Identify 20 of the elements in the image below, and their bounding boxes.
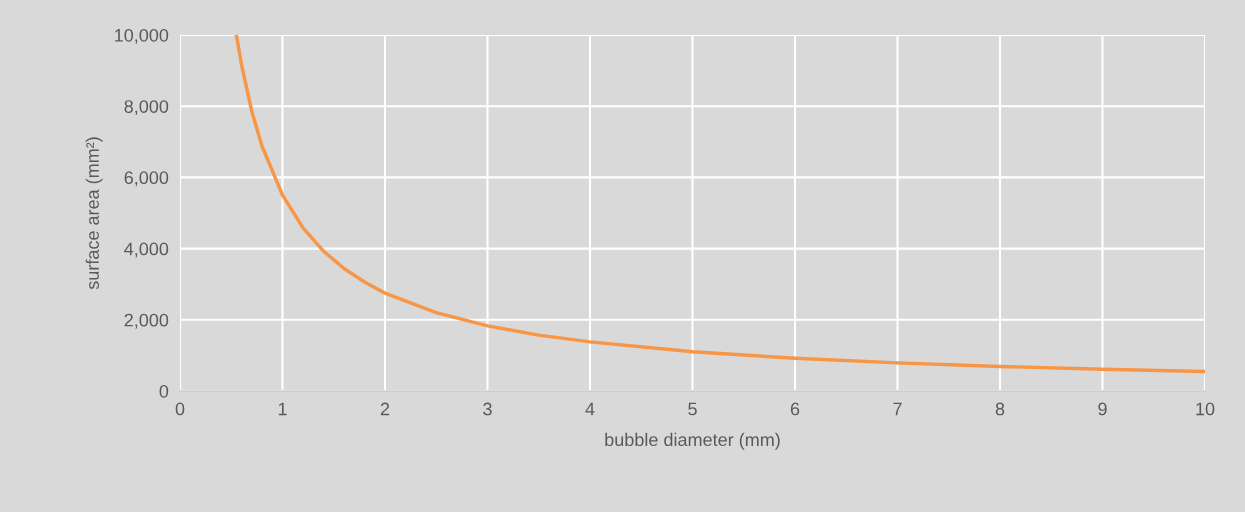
x-tick-label: 0: [175, 402, 185, 416]
x-tick-label: 9: [1098, 402, 1107, 416]
y-tick-label: 4,000: [124, 242, 169, 258]
x-tick-label: 10: [1196, 402, 1215, 416]
x-tick-label: 8: [995, 402, 1005, 416]
y-tick-label: 8,000: [124, 100, 169, 116]
x-tick-label: 7: [893, 402, 902, 416]
x-tick-label: 5: [688, 402, 697, 416]
y-tick-label: 10,000: [115, 28, 169, 44]
y-tick-label: 6,000: [124, 171, 169, 187]
x-axis-title: bubble diameter (mm): [605, 432, 780, 450]
x-tick-label: 4: [585, 402, 595, 416]
x-tick-label: 6: [790, 402, 800, 416]
x-tick-label: 3: [483, 402, 492, 416]
y-axis-title: surface area (mm²): [85, 137, 103, 290]
x-tick-label: 2: [380, 402, 390, 416]
y-tick-label: 2,000: [124, 313, 169, 329]
x-tick-label: 1: [278, 402, 287, 416]
y-tick-label: 0: [159, 384, 169, 398]
line-series: [234, 35, 1205, 374]
